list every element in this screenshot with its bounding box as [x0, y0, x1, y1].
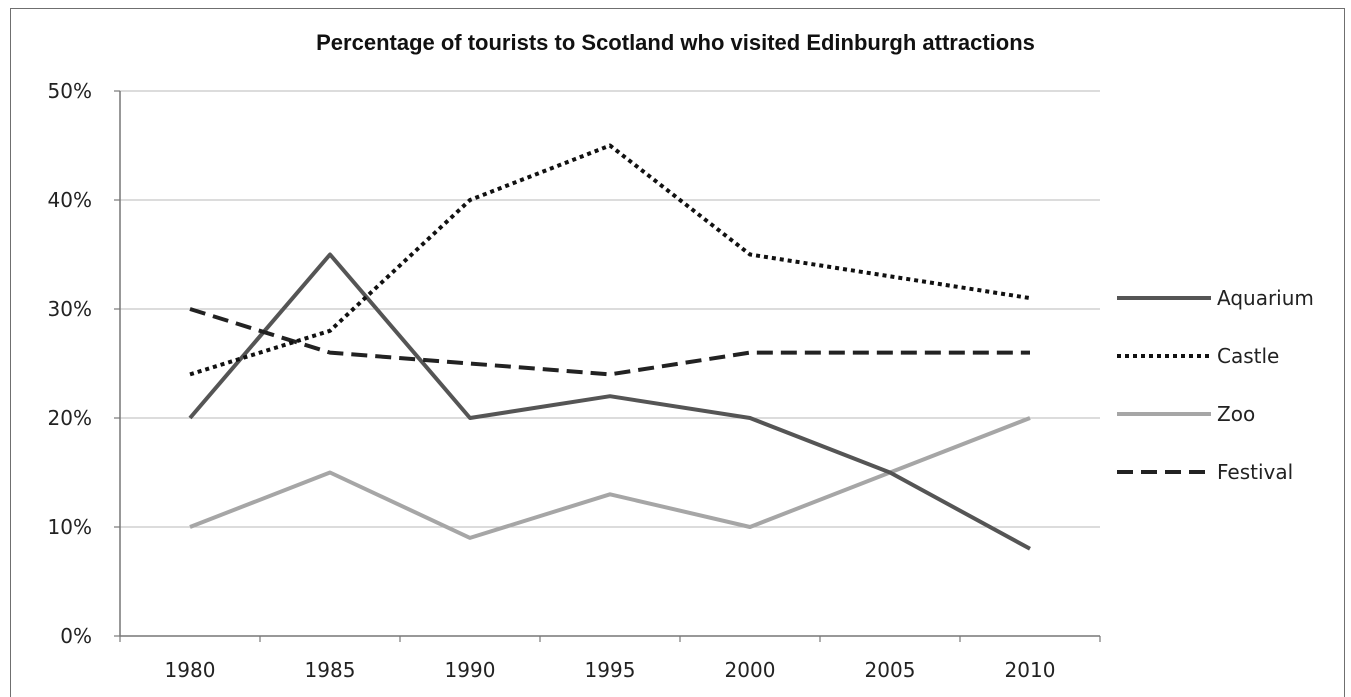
- legend-label-castle: Castle: [1217, 344, 1279, 368]
- series-line-castle: [189, 143, 1031, 377]
- y-tick-label: 10%: [48, 515, 92, 539]
- y-tick-label: 50%: [48, 79, 92, 103]
- x-tick-label: 1980: [165, 658, 216, 682]
- chart-title: Percentage of tourists to Scotland who v…: [316, 30, 1035, 55]
- chart-frame: [10, 8, 1345, 697]
- series-lines: [188, 143, 1031, 551]
- grid-lines: [120, 90, 1100, 528]
- legend: Aquarium Castle Zoo Festival: [1117, 286, 1314, 484]
- legend-label-festival: Festival: [1217, 460, 1293, 484]
- axes: [114, 90, 1101, 642]
- series-line-aquarium: [188, 252, 1031, 551]
- x-tick-label: 2000: [725, 658, 776, 682]
- y-tick-label: 0%: [60, 624, 92, 648]
- legend-label-zoo: Zoo: [1217, 402, 1255, 426]
- x-tick-label: 1995: [585, 658, 636, 682]
- y-tick-label: 30%: [48, 297, 92, 321]
- y-tick-label: 40%: [48, 188, 92, 212]
- legend-label-aquarium: Aquarium: [1217, 286, 1314, 310]
- series-line-festival: [189, 307, 1030, 377]
- x-tick-label: 1985: [305, 658, 356, 682]
- x-tick-labels: 1980 1985 1990 1995 2000 2005 2010: [165, 658, 1056, 682]
- y-tick-labels: 0% 10% 20% 30% 40% 50%: [48, 79, 92, 648]
- x-tick-label: 2010: [1005, 658, 1056, 682]
- x-tick-label: 2005: [865, 658, 916, 682]
- y-tick-label: 20%: [48, 406, 92, 430]
- x-tick-label: 1990: [445, 658, 496, 682]
